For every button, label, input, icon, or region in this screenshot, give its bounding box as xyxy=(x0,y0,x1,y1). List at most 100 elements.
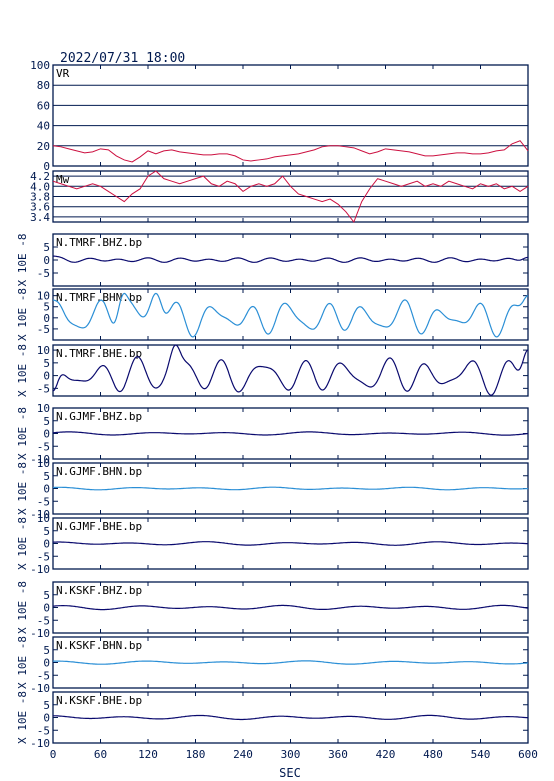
series-line xyxy=(52,344,529,396)
y-tick-label: -10 xyxy=(30,737,50,750)
y-tick-label: -10 xyxy=(30,627,50,640)
y-tick-label: 100 xyxy=(30,59,50,72)
y-tick-label: 60 xyxy=(37,99,50,112)
panel-vr: 0 20 40 60 80 100 VR xyxy=(30,59,529,173)
x-tick-label: 480 xyxy=(423,748,443,761)
y-tick-label: -10 xyxy=(30,563,50,576)
panel-kskf-bhz: -10-505 N.KSKF.BHZ.bp X 10E -8 xyxy=(16,581,529,640)
y-tick-label: 10 xyxy=(37,290,50,303)
y-tick-label: 0 xyxy=(43,483,50,496)
panel-label: N.KSKF.BHE.bp xyxy=(56,694,142,707)
series-line xyxy=(53,660,529,665)
y-tick-label: 0 xyxy=(43,160,50,173)
y-axis-unit-label: X 10E -8 xyxy=(16,691,29,744)
series-line xyxy=(53,714,529,721)
y-axis-unit-label: X 10E -8 xyxy=(16,344,29,397)
y-tick-label: 0 xyxy=(43,538,50,551)
panel-kskf-bhe: -10-505 N.KSKF.BHE.bp X 10E -8 xyxy=(16,691,529,750)
y-tick-label: -10 xyxy=(30,453,50,466)
y-tick-label: -10 xyxy=(30,682,50,695)
x-tick-label: 300 xyxy=(281,748,301,761)
y-tick-label: 0 xyxy=(43,657,50,670)
panel-label: N.GJMF.BHZ.bp xyxy=(56,410,142,423)
figure-datetime: 2022/07/31 18:00 xyxy=(60,51,185,66)
panel-label: N.GJMF.BHN.bp xyxy=(56,465,142,478)
y-tick-label: -5 xyxy=(37,440,50,453)
y-tick-label: 0 xyxy=(43,370,50,383)
panel-label: N.TMRF.BHE.bp xyxy=(56,347,142,360)
series-line xyxy=(53,486,528,491)
x-tick-label: 120 xyxy=(138,748,158,761)
y-tick-label: -5 xyxy=(37,495,50,508)
panel-label: N.TMRF.BHZ.bp xyxy=(56,236,142,249)
panel-label: N.GJMF.BHE.bp xyxy=(56,520,142,533)
y-tick-label: 0 xyxy=(43,712,50,725)
y-tick-label: 5 xyxy=(43,357,50,370)
y-axis-unit-label: X 10E -8 xyxy=(16,462,29,515)
series-line xyxy=(52,541,528,546)
panel-tmrf-bhz: -505 N.TMRF.BHZ.bp X 10E -8 xyxy=(16,233,529,287)
y-tick-label: -5 xyxy=(37,614,50,627)
y-tick-label: 5 xyxy=(43,241,50,254)
y-tick-label: 5 xyxy=(43,644,50,657)
series-line xyxy=(52,431,529,436)
y-axis-unit-label: X 10E -8 xyxy=(16,636,29,689)
y-tick-label: 20 xyxy=(37,140,50,153)
y-tick-label: -5 xyxy=(37,550,50,563)
series-line xyxy=(52,170,529,224)
y-tick-label: 5 xyxy=(43,470,50,483)
y-tick-label: -5 xyxy=(37,323,50,336)
x-tick-label: 540 xyxy=(471,748,491,761)
y-tick-label: 0 xyxy=(43,602,50,615)
panel-kskf-bhn: -10-505 N.KSKF.BHN.bp X 10E -8 xyxy=(16,636,529,695)
y-axis-unit-label: X 10E -8 xyxy=(16,234,29,287)
y-tick-label: -10 xyxy=(30,508,50,521)
y-tick-label: 10 xyxy=(37,402,50,415)
y-tick-label: 4.2 xyxy=(30,170,50,183)
y-tick-label: -5 xyxy=(37,724,50,737)
y-tick-label: 10 xyxy=(37,344,50,357)
panel-label: VR xyxy=(56,67,70,80)
y-tick-label: 5 xyxy=(43,525,50,538)
y-tick-label: 0 xyxy=(43,254,50,267)
y-tick-label: 3.4 xyxy=(30,211,50,224)
y-tick-label: 40 xyxy=(37,120,50,133)
panel-mw: 3.43.63.84.04.2 Mw xyxy=(30,170,529,224)
x-tick-label: 0 xyxy=(50,748,57,761)
y-axis-unit-label: X 10E -8 xyxy=(16,581,29,634)
series-line xyxy=(53,604,529,611)
x-tick-label: 360 xyxy=(328,748,348,761)
series-line xyxy=(52,292,529,338)
y-tick-label: -5 xyxy=(37,382,50,395)
y-tick-label: 3.8 xyxy=(30,191,50,204)
y-tick-label: 3.6 xyxy=(30,201,50,214)
y-axis-unit-label: X 10E -8 xyxy=(16,288,29,341)
y-tick-label: 10 xyxy=(37,457,50,470)
y-axis-unit-label: X 10E -8 xyxy=(16,517,29,570)
panel-frame xyxy=(52,64,529,167)
panel-label: N.KSKF.BHN.bp xyxy=(56,639,142,652)
y-tick-label: 5 xyxy=(43,699,50,712)
panel-label: N.KSKF.BHZ.bp xyxy=(56,584,142,597)
y-tick-label: 5 xyxy=(43,415,50,428)
y-tick-label: -5 xyxy=(37,669,50,682)
y-tick-label: -5 xyxy=(37,267,50,280)
x-tick-label: 180 xyxy=(186,748,206,761)
x-axis-label: SEC xyxy=(279,766,301,780)
x-tick-label: 600 xyxy=(518,748,538,761)
series-line xyxy=(53,255,529,263)
x-tick-label: 240 xyxy=(233,748,253,761)
y-tick-label: 4.0 xyxy=(30,180,50,193)
y-tick-label: 10 xyxy=(37,512,50,525)
y-tick-label: 5 xyxy=(43,589,50,602)
y-tick-label: 5 xyxy=(43,301,50,314)
y-tick-label: 0 xyxy=(43,428,50,441)
y-axis-unit-label: X 10E -8 xyxy=(16,407,29,460)
x-tick-label: 60 xyxy=(94,748,107,761)
